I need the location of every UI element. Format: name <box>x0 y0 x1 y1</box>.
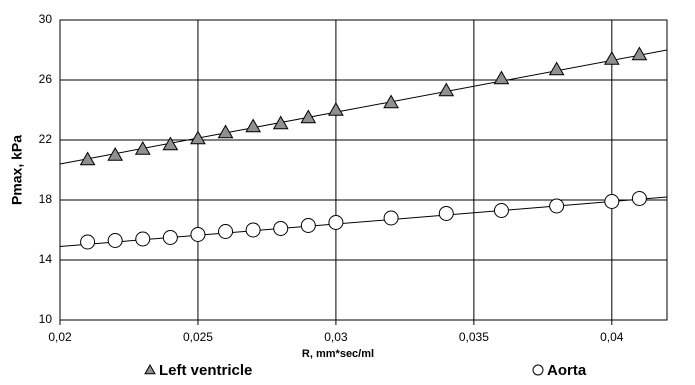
legend-label: Aorta <box>547 362 587 379</box>
point <box>604 194 620 209</box>
point <box>493 203 509 218</box>
point <box>273 221 289 236</box>
plot-border <box>59 19 668 321</box>
y-tick-label: 18 <box>39 192 53 206</box>
x-tick-label: 0,03 <box>324 330 348 344</box>
point <box>549 198 565 214</box>
legend-marker <box>144 363 156 375</box>
point <box>438 206 454 221</box>
point <box>328 101 344 116</box>
point <box>383 94 399 109</box>
point <box>135 231 151 247</box>
point <box>438 82 455 97</box>
legend-marker <box>532 364 544 376</box>
point <box>217 124 234 139</box>
point <box>190 130 206 145</box>
point <box>107 233 123 248</box>
point <box>328 215 344 230</box>
x-tick-label: 0,02 <box>48 330 72 344</box>
point <box>631 46 648 61</box>
point <box>548 61 565 76</box>
point <box>107 146 124 161</box>
y-tick-label: 30 <box>39 12 53 26</box>
point <box>272 115 289 130</box>
point <box>493 70 510 85</box>
y-tick-label: 14 <box>39 252 53 266</box>
y-tick-label: 10 <box>39 312 53 326</box>
point <box>631 191 647 206</box>
point <box>245 118 261 133</box>
point <box>383 210 399 226</box>
legend: Left ventricle Aorta <box>144 362 587 379</box>
x-tick-label: 0,025 <box>183 330 213 344</box>
y-axis-title: Pmax, kPa <box>9 135 25 205</box>
x-tick-label: 0,035 <box>459 330 489 344</box>
y-tick-label: 26 <box>39 72 53 86</box>
trend-line <box>59 196 668 247</box>
point <box>603 50 620 65</box>
point <box>300 109 317 124</box>
point <box>190 227 206 242</box>
legend-label: Left ventricle <box>159 362 252 379</box>
point <box>162 230 178 245</box>
y-tick-label: 22 <box>39 132 53 146</box>
point <box>79 151 96 166</box>
point <box>245 222 261 238</box>
point <box>80 234 96 250</box>
point <box>300 218 316 233</box>
x-tick-label: 0,04 <box>600 330 624 344</box>
trend-line <box>59 49 668 165</box>
point <box>162 136 179 151</box>
point <box>134 140 151 155</box>
point <box>218 224 234 239</box>
x-axis-title: R, mm*sec/ml <box>302 348 374 360</box>
